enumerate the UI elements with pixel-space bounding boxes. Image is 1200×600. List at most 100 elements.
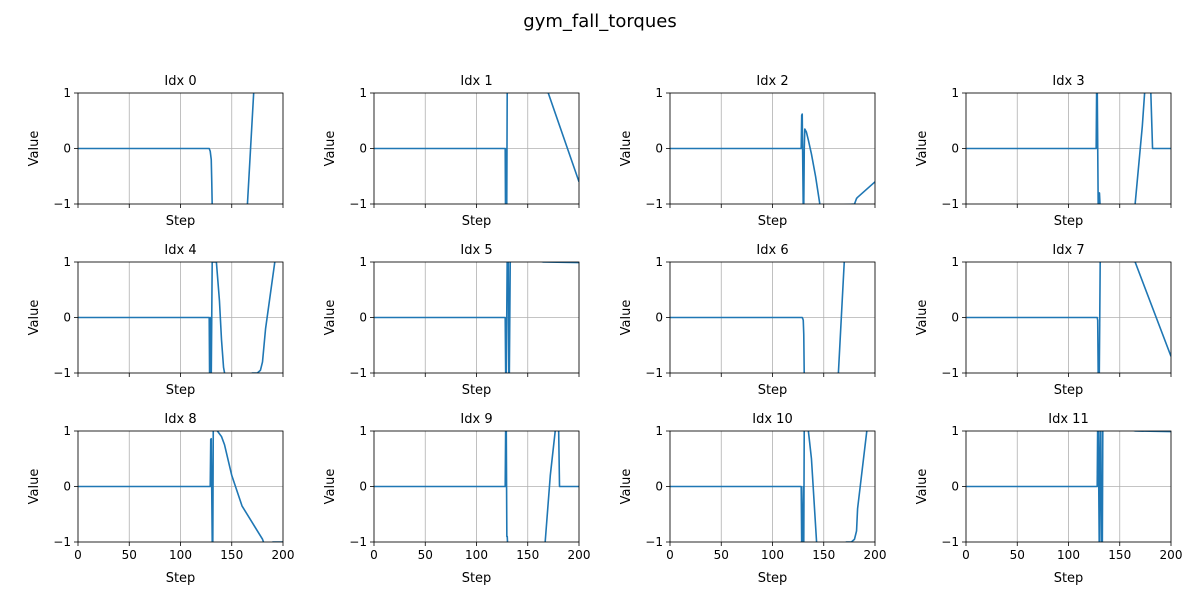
y-axis-label: Value: [27, 131, 42, 167]
y-axis-label: Value: [619, 131, 634, 167]
ytick-label: −1: [349, 197, 367, 211]
y-axis-label: Value: [323, 469, 338, 505]
xtick-label: 150: [516, 548, 539, 562]
subplot-7: −1 0 1 Idx 7 Step Value: [915, 243, 1172, 398]
ytick-label: −1: [941, 535, 959, 549]
x-axis-label: Step: [1054, 383, 1084, 398]
figure-title: gym_fall_torques: [523, 11, 676, 32]
ytick-label: −1: [53, 366, 71, 380]
ytick-label: 1: [655, 86, 663, 100]
xtick-label: 100: [169, 548, 192, 562]
ytick-label: 0: [951, 311, 959, 325]
y-axis-label: Value: [27, 469, 42, 505]
subplot-title: Idx 5: [460, 243, 492, 258]
ytick-label: −1: [349, 535, 367, 549]
ytick-label: −1: [53, 197, 71, 211]
ytick-label: 0: [655, 142, 663, 156]
series-line: [966, 93, 1171, 204]
ytick-label: 0: [359, 142, 367, 156]
ytick-label: 1: [655, 424, 663, 438]
subplot-5: −1 0 1 Idx 5 Step Value: [323, 243, 580, 398]
x-axis-label: Step: [166, 571, 196, 586]
subplot-1: −1 0 1 Idx 1 Step Value: [323, 74, 580, 229]
ytick-label: 0: [359, 311, 367, 325]
ytick-label: 1: [63, 86, 71, 100]
x-axis-label: Step: [758, 214, 788, 229]
ytick-label: 1: [63, 255, 71, 269]
x-axis-label: Step: [758, 383, 788, 398]
subplot-title: Idx 6: [756, 243, 788, 258]
subplot-3: −1 0 1 Idx 3 Step Value: [915, 74, 1172, 229]
x-axis-label: Step: [462, 571, 492, 586]
subplot-4: −1 0 1 Idx 4 Step Value: [27, 243, 284, 398]
ytick-label: 0: [951, 480, 959, 494]
ytick-label: −1: [645, 366, 663, 380]
xtick-label: 200: [272, 548, 295, 562]
subplot-2: −1 0 1 Idx 2 Step Value: [619, 74, 876, 229]
subplot-title: Idx 0: [164, 74, 196, 89]
series-line: [966, 262, 1171, 373]
ytick-label: 1: [359, 255, 367, 269]
ytick-label: −1: [941, 366, 959, 380]
ytick-label: −1: [645, 197, 663, 211]
xtick-label: 200: [1160, 548, 1183, 562]
subplot-6: −1 0 1 Idx 6 Step Value: [619, 243, 876, 398]
xtick-label: 200: [864, 548, 887, 562]
ytick-label: −1: [349, 366, 367, 380]
xtick-label: 0: [74, 548, 82, 562]
x-axis-label: Step: [166, 214, 196, 229]
xtick-label: 100: [761, 548, 784, 562]
x-axis-label: Step: [1054, 214, 1084, 229]
subplot-0: −1 0 1 Idx 0 Step Value: [27, 74, 284, 229]
ytick-label: 1: [951, 255, 959, 269]
y-axis-label: Value: [323, 131, 338, 167]
ytick-label: 0: [63, 142, 71, 156]
subplot-title: Idx 1: [460, 74, 492, 89]
ytick-label: 1: [359, 424, 367, 438]
xtick-label: 50: [418, 548, 433, 562]
series-line: [670, 262, 846, 373]
y-axis-label: Value: [915, 300, 930, 336]
xtick-label: 100: [1057, 548, 1080, 562]
ytick-label: 0: [655, 311, 663, 325]
y-axis-label: Value: [619, 300, 634, 336]
subplot-title: Idx 2: [756, 74, 788, 89]
series-line: [374, 431, 579, 542]
y-axis-label: Value: [915, 469, 930, 505]
subplot-title: Idx 11: [1048, 412, 1088, 427]
series-line: [670, 431, 868, 542]
series-line: [78, 431, 283, 542]
subplot-title: Idx 4: [164, 243, 196, 258]
xtick-label: 150: [220, 548, 243, 562]
subplot-title: Idx 9: [460, 412, 492, 427]
xtick-label: 50: [714, 548, 729, 562]
ytick-label: 1: [951, 86, 959, 100]
ytick-label: −1: [53, 535, 71, 549]
ytick-label: 0: [63, 311, 71, 325]
series-line: [78, 262, 276, 373]
ytick-label: 0: [63, 480, 71, 494]
x-axis-label: Step: [758, 571, 788, 586]
subplot-title: Idx 8: [164, 412, 196, 427]
x-axis-label: Step: [462, 214, 492, 229]
xtick-label: 0: [666, 548, 674, 562]
xtick-label: 0: [962, 548, 970, 562]
ytick-label: 1: [951, 424, 959, 438]
ytick-label: 1: [655, 255, 663, 269]
x-axis-label: Step: [1054, 571, 1084, 586]
y-axis-label: Value: [323, 300, 338, 336]
subplot-title: Idx 7: [1052, 243, 1084, 258]
x-axis-label: Step: [166, 383, 196, 398]
xtick-label: 150: [1108, 548, 1131, 562]
xtick-label: 0: [370, 548, 378, 562]
y-axis-label: Value: [27, 300, 42, 336]
xtick-label: 50: [122, 548, 137, 562]
subplot-title: Idx 3: [1052, 74, 1084, 89]
series-line: [78, 93, 255, 204]
